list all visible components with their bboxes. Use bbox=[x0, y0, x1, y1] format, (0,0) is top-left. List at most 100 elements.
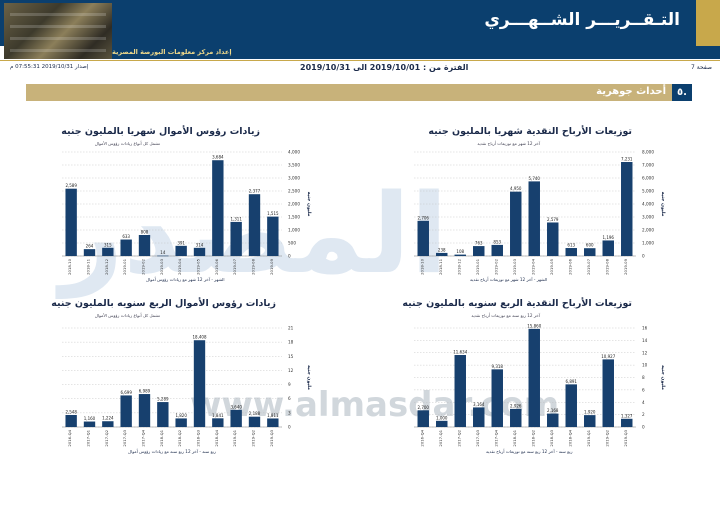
bar bbox=[417, 410, 429, 427]
bar-value-label: 5,740 bbox=[529, 176, 541, 181]
bar-value-label: 4,950 bbox=[510, 186, 522, 191]
bar bbox=[473, 407, 485, 427]
bar bbox=[491, 369, 503, 427]
x-tick-label: 2018-12 bbox=[456, 258, 461, 274]
bar-value-label: 1,311 bbox=[230, 216, 242, 221]
bar bbox=[621, 418, 633, 427]
x-tick-label: 2018-Q1 bbox=[512, 429, 517, 446]
section-number: ٥. bbox=[672, 84, 692, 101]
chart-xlabel: الشهر - آخر 12 شهر مع توزيعات أرباح نقدي… bbox=[470, 277, 548, 282]
y-tick-label: 12 bbox=[642, 350, 648, 355]
bar-value-label: 1,160 bbox=[84, 416, 96, 421]
chart-title: زيادات رؤوس الأموال شهريا بالمليون جنيه bbox=[61, 126, 260, 137]
bar-value-label: 14 bbox=[160, 250, 166, 255]
bar-value-label: 5,289 bbox=[157, 397, 169, 402]
bar-value-label: 6,699 bbox=[120, 390, 132, 395]
bar bbox=[230, 409, 242, 427]
section-title: أحداث جوهرية bbox=[596, 86, 666, 97]
chart-xlabel: ربع سنة - آخر 12 ربع سنة مع توزيعات أربا… bbox=[486, 449, 573, 454]
bar-value-label: 2,700 bbox=[418, 405, 430, 410]
chart-subtitle: تشمل كل أنواع زيادات رؤوس الأموال bbox=[94, 313, 160, 318]
x-tick-label: 2019-01 bbox=[475, 258, 480, 274]
bar bbox=[83, 249, 96, 256]
x-tick-label: 2018-Q1 bbox=[159, 429, 164, 446]
bar-value-label: 2,589 bbox=[65, 183, 77, 188]
bar bbox=[157, 402, 169, 427]
x-tick-label: 2019-05 bbox=[549, 258, 554, 274]
bar bbox=[120, 239, 132, 256]
y-tick-label: 6 bbox=[642, 387, 645, 392]
x-tick-label: 2019-08 bbox=[251, 258, 256, 274]
chart-xlabel: ربع سنة - آخر 12 ربع سنة مع زيادات رؤوس … bbox=[128, 449, 216, 454]
chart-subtitle: تشمل كل أنواع زيادات رؤوس الأموال bbox=[94, 141, 160, 146]
x-tick-label: 2017-Q3 bbox=[122, 429, 127, 446]
bar bbox=[212, 160, 224, 256]
bar bbox=[621, 161, 633, 256]
bar-value-label: 1,515 bbox=[267, 211, 279, 216]
y-tick-label: 1,000 bbox=[288, 228, 300, 233]
x-tick-label: 2019-02 bbox=[141, 258, 146, 274]
chart-title: زيادات رؤوس الأموال الربع سنويه بالمليون… bbox=[51, 298, 276, 309]
x-tick-label: 2017-Q2 bbox=[104, 429, 109, 446]
y-tick-label: 0 bbox=[288, 254, 291, 259]
bar bbox=[528, 181, 540, 256]
y-tick-label: 0 bbox=[642, 254, 645, 259]
y-tick-label: 8,000 bbox=[642, 150, 654, 155]
bar-value-label: 763 bbox=[475, 241, 483, 246]
y-tick-label: 10 bbox=[642, 363, 648, 368]
bar bbox=[248, 194, 261, 256]
bar-value-label: 3,164 bbox=[473, 402, 485, 407]
bar bbox=[267, 216, 279, 256]
bar bbox=[193, 340, 206, 427]
bar bbox=[602, 359, 614, 427]
x-tick-label: 2019-05 bbox=[196, 258, 201, 274]
report-period: الفترة من : 2019/10/01 الى 2019/10/31 bbox=[300, 63, 469, 72]
x-tick-label: 2018-11 bbox=[86, 258, 91, 274]
y-tick-label: 21 bbox=[288, 326, 294, 331]
x-tick-label: 2019-09 bbox=[269, 258, 274, 274]
y-tick-label: 16 bbox=[642, 326, 648, 331]
x-tick-label: 2019-02 bbox=[493, 258, 498, 274]
x-tick-label: 2019-Q1 bbox=[586, 429, 591, 446]
y-tick-label: 5,000 bbox=[642, 189, 654, 194]
bar bbox=[65, 414, 77, 427]
x-tick-label: 2017-Q4 bbox=[493, 429, 498, 446]
bar bbox=[230, 221, 242, 256]
bar bbox=[565, 384, 577, 427]
x-tick-label: 2019-04 bbox=[177, 258, 182, 274]
y-tick-label: 8 bbox=[642, 375, 645, 380]
x-tick-label: 2019-06 bbox=[567, 258, 572, 274]
bar-value-label: 108 bbox=[456, 249, 464, 254]
x-tick-label: 2018-11 bbox=[438, 258, 443, 274]
x-tick-label: 2019-Q3 bbox=[269, 429, 274, 446]
x-tick-label: 2017-Q4 bbox=[141, 429, 146, 446]
y-tick-label: 3,000 bbox=[288, 176, 300, 181]
x-tick-label: 2017-Q3 bbox=[475, 429, 480, 446]
bar-value-label: 2,579 bbox=[547, 217, 559, 222]
bar-value-label: 2,706 bbox=[418, 215, 430, 220]
y-tick-label: 500 bbox=[288, 241, 296, 246]
bar bbox=[584, 248, 596, 256]
y-tick-label: 4,000 bbox=[288, 150, 300, 155]
section-bar bbox=[26, 84, 692, 101]
bar bbox=[417, 220, 429, 256]
y-axis-title: مليون جنيه bbox=[306, 192, 311, 217]
x-tick-label: 2019-Q2 bbox=[251, 429, 256, 446]
y-tick-label: 7,000 bbox=[642, 163, 654, 168]
bar-value-label: 613 bbox=[567, 243, 575, 248]
bar bbox=[510, 408, 522, 427]
header-gold-block bbox=[696, 0, 720, 46]
y-tick-label: 4,000 bbox=[642, 202, 654, 207]
bar bbox=[565, 248, 577, 256]
header-photo bbox=[4, 3, 112, 59]
y-tick-label: 1,000 bbox=[642, 241, 654, 246]
y-axis-title: مليون جنيه bbox=[306, 365, 311, 390]
header-divider bbox=[0, 60, 720, 61]
y-tick-label: 0 bbox=[642, 425, 645, 430]
y-tick-label: 3 bbox=[288, 410, 291, 415]
bar bbox=[138, 394, 151, 427]
y-tick-label: 3,500 bbox=[288, 163, 300, 168]
